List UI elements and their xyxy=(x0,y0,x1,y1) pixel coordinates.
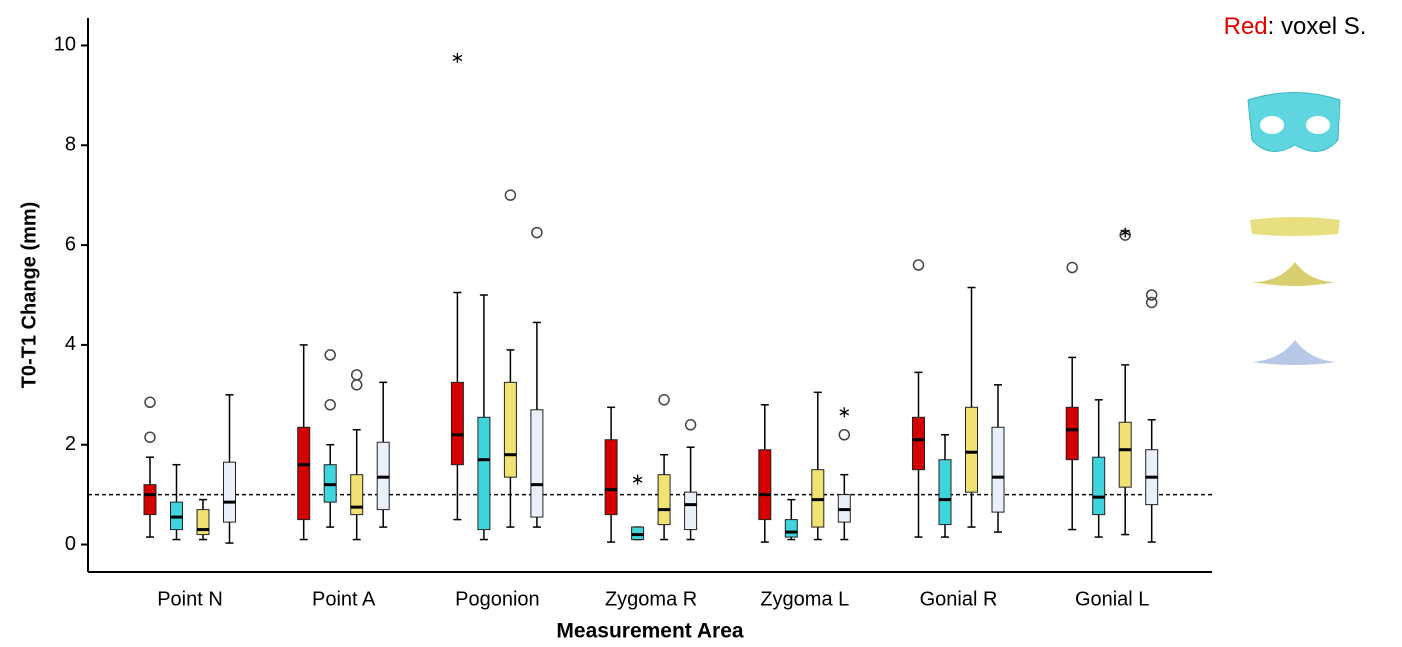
box xyxy=(503,381,517,478)
bump-icon xyxy=(1252,262,1336,286)
box xyxy=(1092,456,1106,516)
outlier xyxy=(838,428,851,441)
box xyxy=(350,474,364,516)
legend-key: Red xyxy=(1224,13,1268,40)
extreme xyxy=(1120,227,1131,238)
legend-text: : voxel S. xyxy=(1268,13,1367,40)
box xyxy=(684,491,698,531)
box xyxy=(938,459,952,526)
box xyxy=(912,416,925,471)
outlier xyxy=(531,226,543,239)
box xyxy=(223,461,236,523)
outlier xyxy=(658,394,670,406)
y-tick-label: 0 xyxy=(65,533,76,555)
outlier xyxy=(350,379,363,391)
mask-icon xyxy=(1247,92,1341,152)
x-tick-label: Zygoma L xyxy=(760,588,849,610)
box xyxy=(965,406,978,493)
box xyxy=(604,439,618,516)
box xyxy=(1118,421,1132,488)
y-tick-label: 6 xyxy=(65,233,76,255)
extreme xyxy=(632,474,643,485)
outlier xyxy=(144,396,156,409)
outlier xyxy=(1066,261,1078,274)
box xyxy=(1065,406,1079,461)
y-tick-label: 10 xyxy=(54,34,76,56)
box xyxy=(143,484,157,516)
box xyxy=(784,519,798,538)
x-tick-label: Gonial L xyxy=(1075,588,1150,610)
box xyxy=(657,474,671,526)
mask-eye xyxy=(1306,116,1330,134)
box xyxy=(450,381,464,466)
outlier xyxy=(350,369,363,381)
outlier xyxy=(504,189,517,201)
outlier xyxy=(1145,296,1158,309)
mask-eye xyxy=(1260,116,1284,134)
x-axis-title: Measurement Area xyxy=(556,620,743,643)
outlier xyxy=(324,349,336,361)
box xyxy=(477,416,491,531)
y-axis-title: T0-T1 Change (mm) xyxy=(18,202,40,389)
y-tick-label: 2 xyxy=(65,433,76,455)
outlier xyxy=(1145,289,1158,301)
legend: Red: voxel S. xyxy=(1224,13,1367,40)
extreme xyxy=(452,52,463,63)
box xyxy=(991,426,1005,513)
outlier xyxy=(324,399,336,411)
outlier xyxy=(684,419,697,431)
outlier xyxy=(144,431,156,443)
bump-icon xyxy=(1252,340,1336,365)
extreme xyxy=(839,407,850,418)
flat-icon xyxy=(1250,217,1340,236)
outlier xyxy=(912,259,925,271)
y-tick-label: 8 xyxy=(65,134,76,156)
y-tick-label: 4 xyxy=(65,333,76,355)
x-tick-label: Gonial R xyxy=(920,588,998,610)
shape-icons xyxy=(1247,92,1341,365)
x-tick-label: Zygoma R xyxy=(605,588,697,610)
x-tick-label: Point A xyxy=(312,588,376,610)
x-tick-label: Point N xyxy=(157,588,223,610)
box xyxy=(758,449,772,521)
box xyxy=(297,426,311,521)
x-tick-label: Pogonion xyxy=(455,588,540,610)
box xyxy=(530,409,544,518)
